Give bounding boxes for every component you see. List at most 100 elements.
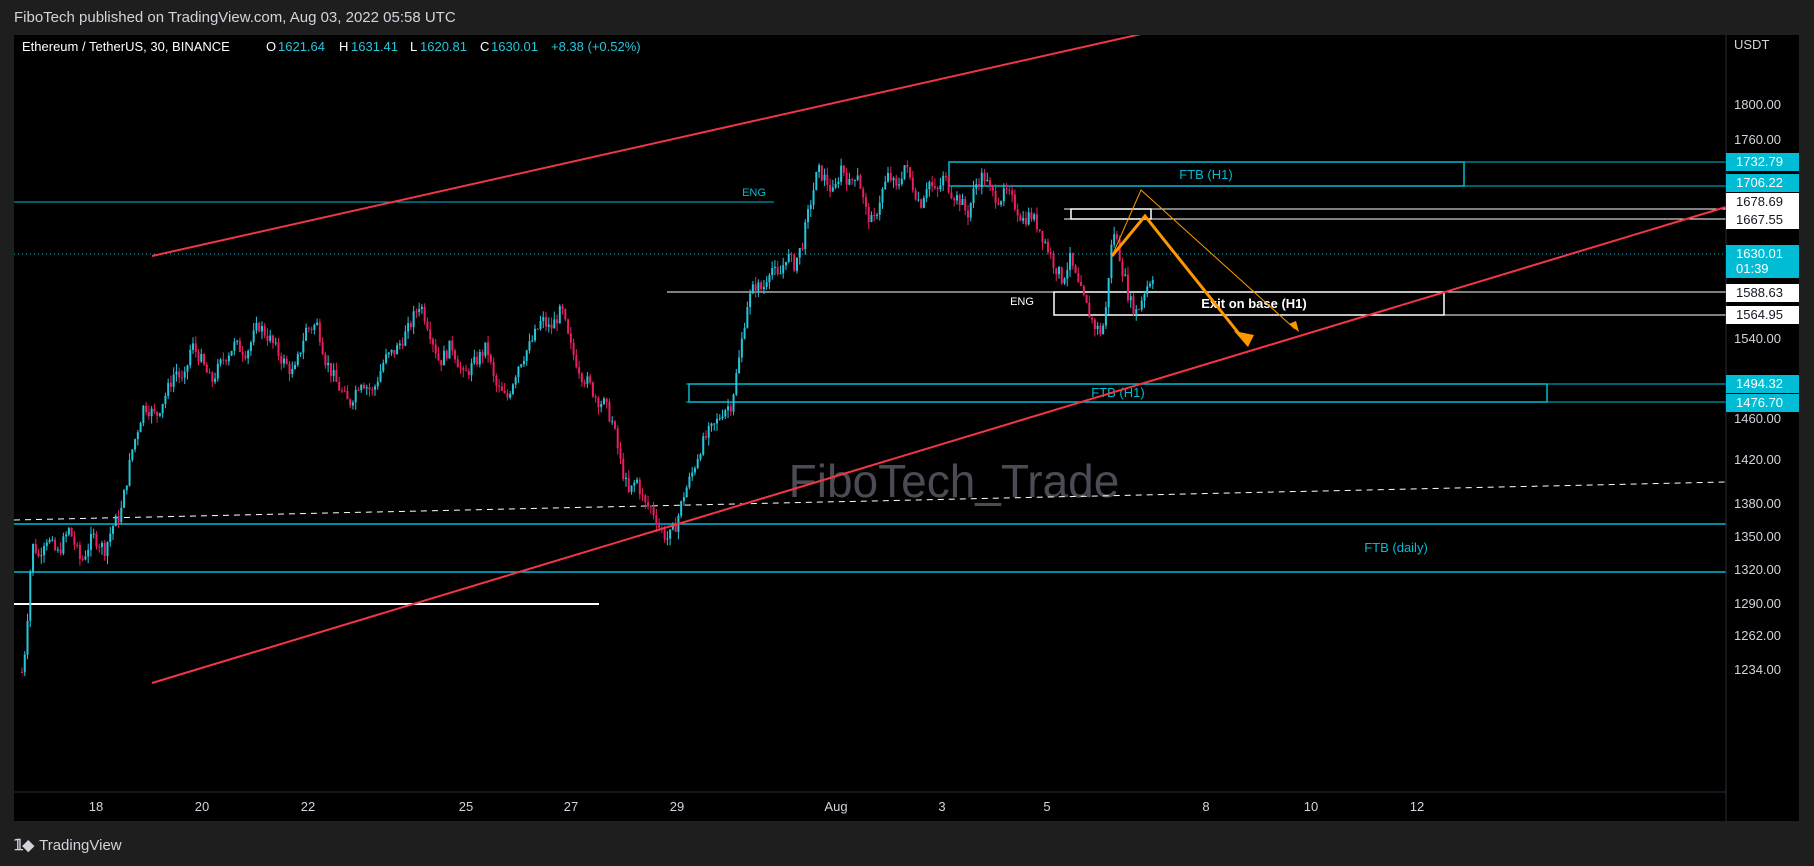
candle-body	[613, 421, 616, 429]
candle-body	[1140, 300, 1143, 310]
candle-body	[583, 381, 586, 384]
candle-body	[878, 202, 881, 215]
candle-body	[1016, 209, 1019, 216]
candle-body	[625, 477, 628, 479]
supply-zone[interactable]	[1070, 208, 1152, 220]
candle-body	[1044, 241, 1047, 243]
ftb-h1-top-zone[interactable]	[948, 161, 1465, 187]
x-tick-label: 3	[938, 799, 945, 814]
candle-body	[233, 341, 236, 351]
footer-brand[interactable]: 𝟙◆ TradingView	[14, 836, 122, 855]
candle-body	[575, 354, 578, 368]
price-label-box	[1726, 394, 1799, 412]
chart-area[interactable]: FiboTech_Trade Ethereum / TetherUS, 30, …	[13, 29, 1799, 821]
candle-body	[980, 172, 983, 188]
candle-body	[699, 454, 702, 460]
candle-body	[680, 501, 683, 516]
candle-body	[1002, 188, 1005, 202]
candle-body	[674, 523, 677, 532]
candle-body	[1033, 214, 1036, 220]
candle-body	[51, 539, 54, 541]
candle-body	[81, 558, 84, 560]
candle-body	[580, 373, 583, 382]
candle-body	[671, 523, 674, 530]
price-label: 1678.69	[1736, 194, 1783, 209]
candle-body	[936, 187, 939, 190]
x-tick-label: 22	[301, 799, 315, 814]
candle-body	[746, 307, 749, 328]
projection-path-alt[interactable]	[1111, 189, 1296, 330]
candle-body	[191, 343, 194, 350]
candle-body	[492, 361, 495, 376]
x-tick-label: 10	[1304, 799, 1318, 814]
candle-body	[531, 340, 534, 342]
candle-body	[721, 416, 724, 419]
candle-body	[685, 487, 688, 498]
watermark: FiboTech_Trade	[789, 455, 1120, 507]
candle-body	[550, 324, 553, 329]
candle-body	[67, 527, 70, 535]
y-tick-label: 1320.00	[1734, 562, 1781, 577]
candle-body	[112, 526, 115, 534]
candle-body	[106, 542, 109, 557]
candle-body	[277, 342, 280, 356]
candle-body	[134, 439, 137, 450]
candle-body	[864, 197, 867, 207]
candle-body	[305, 327, 308, 341]
candle-body	[131, 449, 134, 460]
candle-body	[89, 534, 92, 550]
candle-body	[545, 317, 548, 327]
candle-body	[718, 418, 721, 420]
candle-body	[158, 413, 161, 416]
candle-body	[743, 327, 746, 339]
candle-body	[622, 458, 625, 479]
price-chart[interactable]: FiboTech_Trade Ethereum / TetherUS, 30, …	[13, 29, 1799, 821]
price-label: 1588.63	[1736, 285, 1783, 300]
candle-body	[757, 282, 760, 291]
candle-body	[710, 423, 713, 427]
price-label-box	[1726, 306, 1799, 324]
ftb-h1-bottom-zone[interactable]	[688, 383, 1548, 403]
candle-body	[771, 268, 774, 276]
y-tick-label: 1290.00	[1734, 596, 1781, 611]
candle-body	[972, 188, 975, 204]
candles-group	[21, 158, 1154, 677]
projection-path-main[interactable]	[1110, 213, 1250, 346]
candle-body	[368, 387, 371, 390]
candle-body	[316, 322, 319, 325]
channel-lower-line[interactable]	[151, 206, 1727, 684]
candle-body	[647, 502, 650, 507]
candle-body	[62, 536, 65, 554]
candle-body	[823, 174, 826, 181]
candle-body	[851, 179, 854, 181]
candle-body	[34, 544, 37, 553]
candle-body	[1113, 234, 1116, 245]
candle-body	[409, 323, 412, 328]
candle-body	[382, 362, 385, 372]
candle-body	[76, 544, 79, 546]
candle-body	[779, 273, 782, 275]
candle-body	[172, 374, 175, 387]
candle-body	[947, 177, 950, 193]
channel-upper-line[interactable]	[151, 29, 1160, 257]
candle-body	[318, 322, 321, 343]
candle-body	[682, 497, 685, 502]
candle-body	[393, 349, 396, 355]
candle-body	[274, 342, 277, 344]
y-tick-label: 1420.00	[1734, 452, 1781, 467]
candle-body	[691, 472, 694, 477]
price-axis[interactable]	[1726, 35, 1799, 821]
candle-body	[853, 179, 856, 181]
candle-body	[597, 397, 600, 408]
candle-body	[978, 184, 981, 188]
price-label: 1630.01	[1736, 246, 1783, 261]
candle-body	[840, 165, 843, 182]
candle-body	[636, 479, 639, 483]
candle-body	[302, 340, 305, 353]
candle-body	[768, 275, 771, 283]
candle-body	[459, 367, 462, 369]
candle-body	[848, 179, 851, 185]
candle-body	[327, 362, 330, 366]
ftb-h1-top-label: FTB (H1)	[1179, 167, 1232, 182]
exit-base-zone[interactable]	[1053, 291, 1445, 316]
